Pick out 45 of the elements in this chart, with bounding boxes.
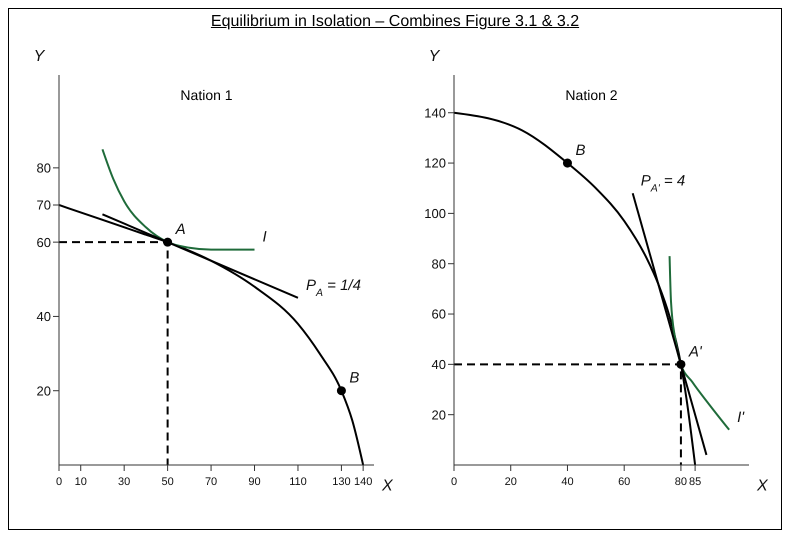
x-axis-title: X (756, 478, 769, 495)
x-tick-label: 40 (561, 476, 574, 488)
y-tick-label: 60 (432, 306, 446, 322)
y-tick-label: 20 (36, 383, 51, 398)
annotation: P$_{A'}$ = 4 (640, 172, 686, 194)
x-tick-label: 20 (504, 476, 517, 488)
x-tick-label: 90 (248, 476, 261, 488)
x-tick-label: 0 (56, 476, 62, 488)
y-tick-label: 20 (432, 407, 446, 422)
x-tick-label: 130 (332, 476, 351, 488)
annotation: A (174, 221, 186, 238)
annotation: A' (688, 343, 703, 360)
x-tick-label: 110 (289, 476, 307, 488)
x-tick-label: 140 (354, 476, 372, 488)
y-axis-title: Y (34, 48, 46, 65)
annotation: I' (737, 408, 746, 426)
y-tick-label: 60 (36, 234, 51, 250)
y-tick-label: 40 (36, 309, 51, 324)
annotation: B (575, 142, 586, 160)
line-series (668, 255, 730, 431)
x-tick-label: 50 (161, 476, 174, 488)
y-tick-label: 80 (36, 160, 51, 176)
x-tick-label: 80 (674, 476, 688, 488)
x-tick-label: 0 (450, 476, 458, 488)
y-tick-label: 40 (432, 356, 446, 372)
line-series (59, 204, 364, 465)
annotation: I (262, 228, 267, 246)
y-tick-label: 140 (424, 105, 446, 120)
annotation: B (349, 370, 360, 387)
annotation: P$_{A}$ = 1/4 (306, 276, 361, 299)
x-tick-label: 85 (688, 476, 702, 488)
y-tick-label: 80 (432, 256, 446, 272)
y-tick-label: 70 (36, 198, 51, 213)
text: Nation 1 (179, 87, 234, 103)
chart-title: Equilibrium in Isolation – Combines Figure 3.1 & 3.2 (210, 12, 580, 32)
y-tick-label: 120 (424, 156, 446, 171)
text: Nation 2 (564, 87, 619, 103)
x-tick-label: 60 (618, 476, 630, 488)
x-axis-title: X (381, 478, 394, 495)
y-tick-label: 100 (424, 206, 446, 221)
x-tick-label: 30 (118, 476, 130, 488)
x-tick-label: 10 (74, 476, 87, 488)
x-tick-label: 70 (204, 476, 218, 488)
y-axis-title: Y (428, 48, 441, 65)
line-series (101, 148, 256, 251)
